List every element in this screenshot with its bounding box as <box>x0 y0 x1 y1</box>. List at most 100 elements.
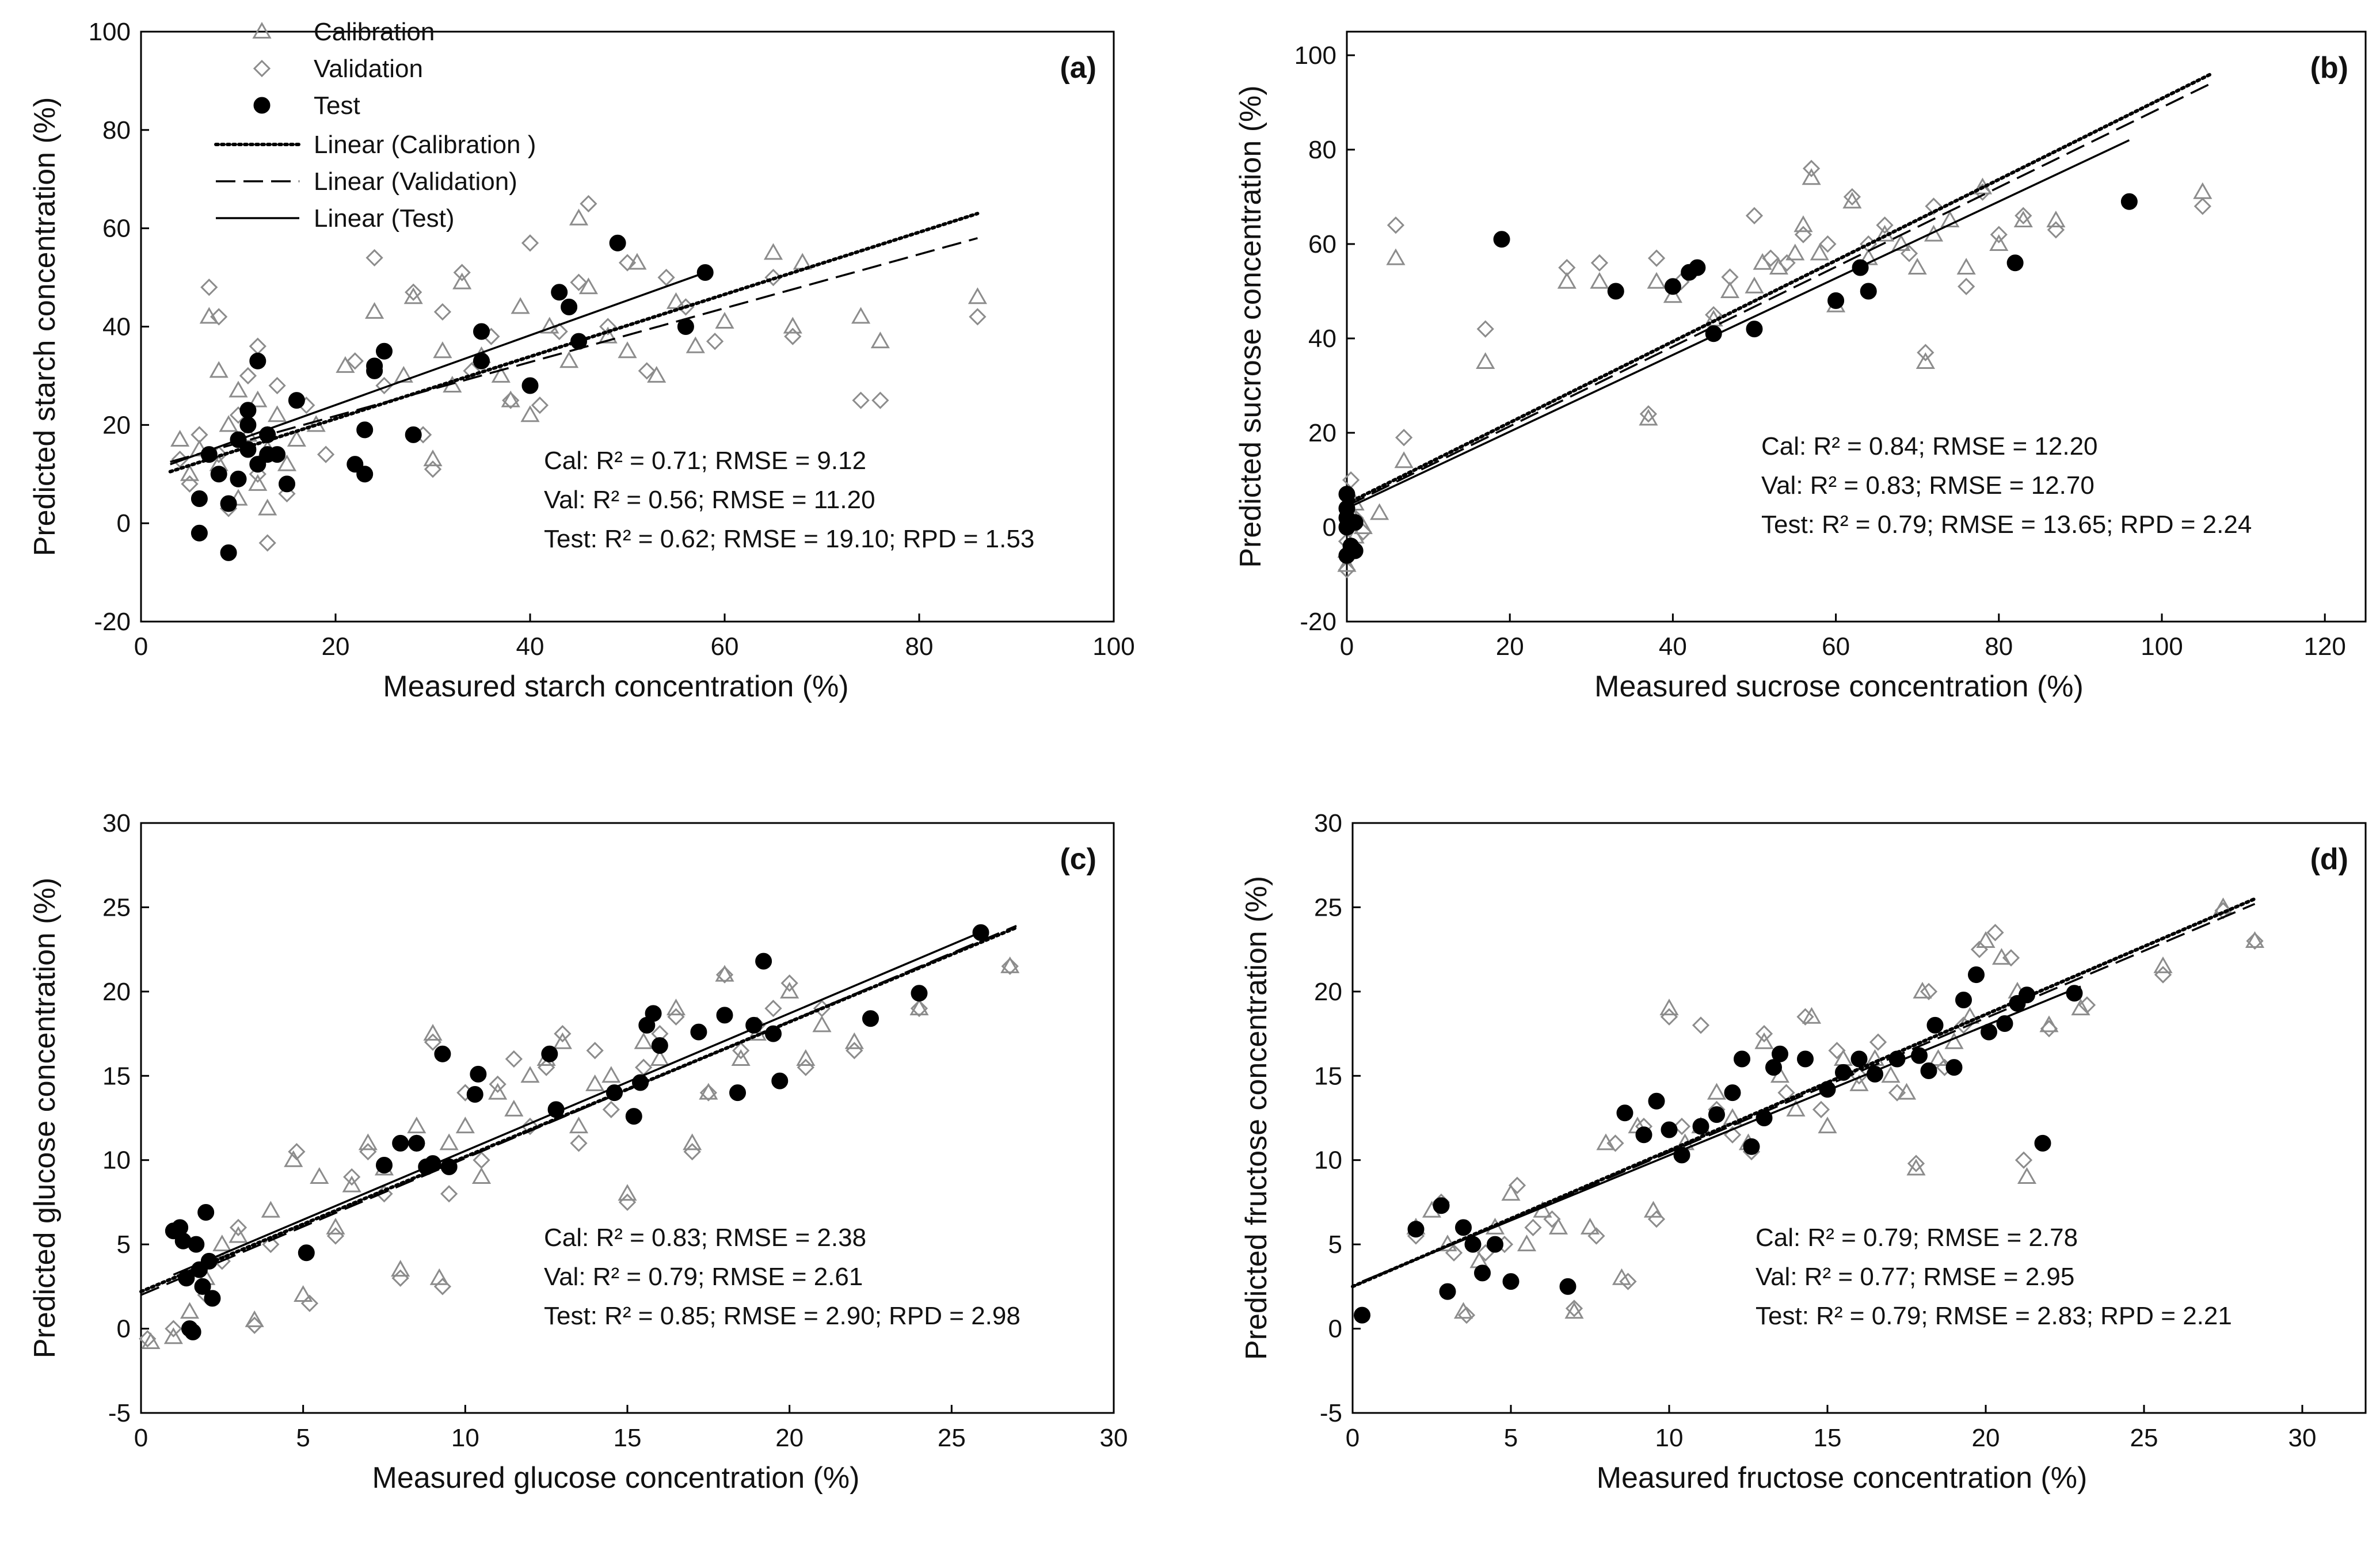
data-point-test <box>755 953 772 970</box>
data-point-test <box>1955 992 1972 1008</box>
data-point-test <box>279 475 295 493</box>
data-point-test <box>1664 278 1681 295</box>
y-tick-label: 0 <box>117 1315 131 1343</box>
stats-val: Val: R² = 0.77; RMSE = 2.95 <box>1756 1263 2074 1291</box>
stats-cal: Cal: R² = 0.84; RMSE = 12.20 <box>1761 432 2098 460</box>
data-point-test <box>1487 1236 1503 1253</box>
plot-frame <box>1351 822 2367 1414</box>
data-point-validation <box>433 303 452 321</box>
data-point-validation <box>1888 1084 1906 1102</box>
data-point-test <box>220 495 237 512</box>
data-point-calibration <box>245 1310 264 1327</box>
x-axis-title: Measured glucose concentration (%) <box>372 1461 860 1495</box>
data-point-validation <box>1565 1300 1583 1317</box>
data-point-validation <box>554 1024 572 1043</box>
data-point-calibration <box>1956 257 1976 275</box>
data-point-test <box>376 1157 393 1174</box>
legend-label-test: Test <box>314 92 360 120</box>
data-point-calibration <box>1818 1117 1837 1134</box>
data-point-test <box>184 1323 201 1340</box>
data-point-test <box>1455 1219 1472 1236</box>
data-point-validation <box>1524 1218 1542 1236</box>
data-point-calibration <box>578 277 598 295</box>
data-point-test <box>376 342 393 360</box>
data-point-calibration <box>650 1049 669 1066</box>
data-point-validation <box>200 279 218 296</box>
data-point-test <box>1474 1264 1491 1282</box>
data-point-validation <box>1900 245 1918 262</box>
data-point-calibration <box>491 365 511 383</box>
data-point-test <box>466 1086 483 1103</box>
data-point-validation <box>2194 197 2211 215</box>
data-point-calibration <box>1337 555 1357 572</box>
data-point-validation <box>1606 1134 1624 1152</box>
data-point-validation <box>1508 1176 1526 1194</box>
data-point-validation <box>764 268 782 287</box>
data-point-test <box>1346 514 1364 531</box>
data-point-validation <box>326 1227 345 1245</box>
data-point-calibration <box>796 1049 816 1066</box>
x-tick-label: 60 <box>711 633 739 661</box>
data-point-validation <box>715 966 734 984</box>
data-point-validation <box>1970 940 1989 958</box>
data-point-calibration <box>180 1302 200 1319</box>
data-point-calibration <box>1501 1184 1521 1201</box>
data-point-validation <box>440 1185 458 1203</box>
panel-label: (a) <box>1060 51 1096 85</box>
stats-test: Test: R² = 0.79; RMSE = 13.65; RPD = 2.2… <box>1761 510 2252 539</box>
data-point-test <box>239 416 257 433</box>
y-tick-label: 20 <box>1314 978 1342 1006</box>
data-point-calibration <box>1916 352 1935 369</box>
legend-label-linear_test: Linear (Test) <box>314 204 455 233</box>
data-point-test <box>1354 1306 1370 1324</box>
y-tick-label: 10 <box>1314 1146 1342 1175</box>
data-point-validation <box>473 1151 490 1169</box>
x-tick-label: 40 <box>516 633 544 661</box>
data-point-test <box>210 466 227 483</box>
data-point-validation <box>618 254 637 272</box>
data-point-calibration <box>1394 451 1414 468</box>
y-tick-label: 25 <box>1314 893 1342 921</box>
x-tick-label: 80 <box>905 633 934 661</box>
data-point-validation <box>1819 235 1837 253</box>
fit-line-longdash <box>1346 82 2211 507</box>
data-point-calibration <box>1810 243 1829 261</box>
data-point-calibration <box>618 1184 637 1201</box>
data-point-test <box>2120 193 2138 210</box>
fit-line-dotted <box>168 212 980 474</box>
x-tick-label: 60 <box>1822 633 1850 661</box>
data-point-calibration <box>634 1032 653 1049</box>
data-point-calibration <box>336 356 355 373</box>
data-point-validation <box>1445 1244 1463 1262</box>
y-axis-title: Predicted fructose concentration (%) <box>1240 876 1273 1360</box>
data-point-calibration <box>1960 1007 1980 1024</box>
data-point-calibration <box>553 1032 572 1049</box>
y-tick-label: 60 <box>1308 230 1336 258</box>
fit-line-solid <box>1361 985 2081 1283</box>
data-point-test <box>366 362 383 379</box>
data-point-calibration <box>358 1133 378 1150</box>
data-point-calibration <box>423 449 443 467</box>
data-point-validation <box>453 264 471 281</box>
legend-marker-validation <box>253 59 271 78</box>
data-point-test <box>1493 231 1510 248</box>
fit-line-solid <box>1346 139 2130 509</box>
data-point-validation <box>780 974 798 992</box>
data-point-calibration <box>1548 1217 1568 1235</box>
x-tick-label: 15 <box>614 1424 642 1452</box>
data-point-calibration <box>870 332 890 349</box>
data-point-calibration <box>1891 234 1911 251</box>
data-point-validation <box>139 1330 157 1348</box>
data-point-calibration <box>666 999 686 1016</box>
data-point-validation <box>657 268 675 287</box>
x-tick-label: 120 <box>2303 633 2345 661</box>
data-point-calibration <box>1370 503 1389 520</box>
data-point-calibration <box>1802 1007 1822 1024</box>
data-point-calibration <box>141 1332 161 1349</box>
data-point-calibration <box>2039 1015 2059 1033</box>
data-point-validation <box>181 475 199 493</box>
data-point-validation <box>1876 216 1894 234</box>
